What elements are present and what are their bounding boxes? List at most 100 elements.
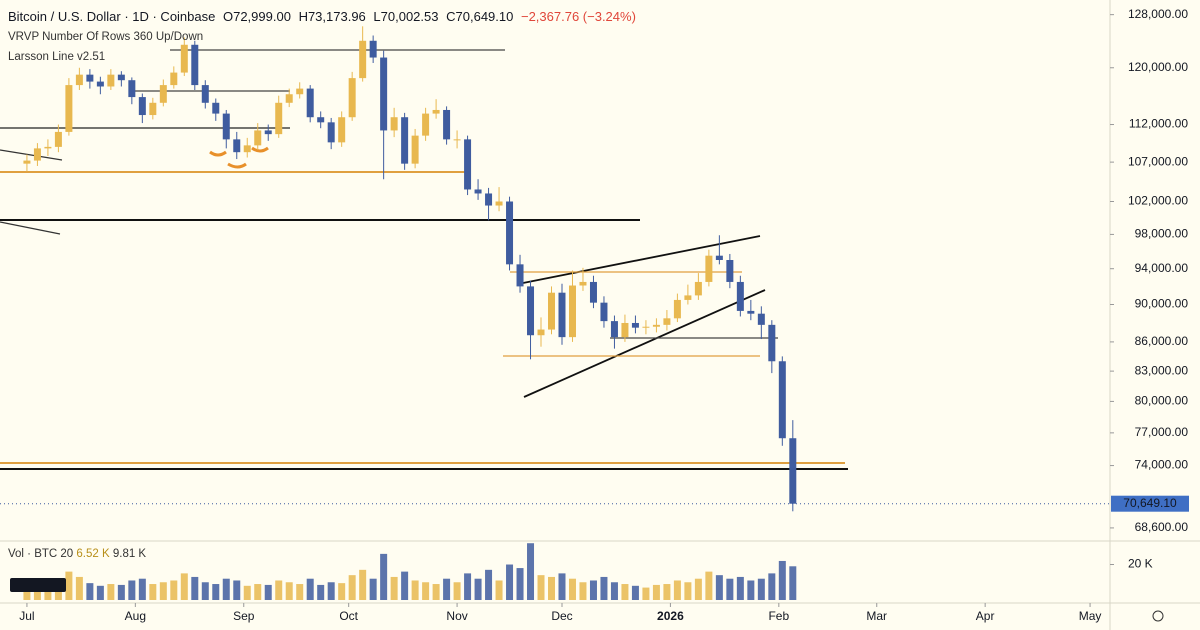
candle-body (243, 145, 251, 153)
candle-body (464, 139, 472, 190)
x-tick-label: Apr (976, 609, 995, 623)
volume-bar (443, 578, 451, 600)
x-tick-label: May (1079, 609, 1102, 623)
x-tick-label: Aug (125, 609, 146, 623)
x-tick-label: Mar (866, 609, 887, 623)
y-tick-label: 20 K (1128, 557, 1153, 571)
volume-bar (96, 585, 104, 600)
candle-body (673, 299, 681, 319)
volume-bar (359, 569, 367, 600)
candle-body (589, 281, 597, 303)
x-tick-label: Sep (233, 609, 255, 623)
candle-body (149, 102, 157, 116)
candle-body (306, 88, 314, 118)
y-tick-label: 83,000.00 (1135, 363, 1189, 377)
volume-bar (778, 560, 786, 600)
candle-body (527, 286, 535, 336)
candle-body (380, 57, 388, 131)
volume-bar (506, 564, 514, 600)
ohlc-open: O72,999.00 (222, 9, 291, 24)
candle-body (684, 295, 692, 300)
volume-bar (715, 575, 723, 600)
header: Bitcoin / U.S. Dollar · 1D · Coinbase O7… (8, 9, 640, 24)
volume-bar (579, 582, 587, 600)
candle-body (443, 109, 451, 140)
candle-body (516, 264, 524, 287)
volume-bar (128, 580, 136, 600)
y-tick-label: 77,000.00 (1135, 425, 1189, 439)
y-tick-label: 112,000.00 (1129, 117, 1188, 131)
y-tick-label: 98,000.00 (1135, 227, 1189, 241)
volume-value: 6.52 K (76, 548, 110, 560)
volume-bar (789, 566, 797, 600)
y-tick-label: 120,000.00 (1128, 60, 1188, 74)
candle-body (715, 255, 723, 260)
volume-bar (464, 573, 472, 600)
volume-bar (768, 573, 776, 600)
volume-bar (747, 580, 755, 600)
candle-body (254, 130, 262, 146)
candle-body (86, 74, 94, 82)
settings-icon[interactable] (1152, 610, 1164, 622)
candle-body (390, 117, 398, 131)
candle-body (726, 259, 734, 282)
volume-bar (642, 587, 650, 600)
volume-bar (621, 584, 629, 600)
candle-body (201, 85, 209, 103)
candle-body (736, 281, 744, 311)
candle-body (138, 97, 146, 116)
volume-bar (117, 584, 125, 600)
volume-bar (453, 582, 461, 600)
volume-bar (485, 569, 493, 600)
drawing-line (0, 221, 61, 235)
volume-bar (33, 584, 41, 600)
candle-body (222, 113, 230, 140)
volume-bar (65, 571, 73, 600)
volume-bar (705, 571, 713, 600)
candle-body (96, 81, 104, 87)
candle-body (23, 160, 31, 164)
x-tick-label: Feb (768, 609, 789, 623)
volume-bar (516, 568, 524, 600)
change: −2,367.76 (−3.24%) (520, 9, 636, 24)
volume-bar (401, 571, 409, 600)
volume-bar (369, 578, 377, 600)
volume-bar (380, 553, 388, 600)
candle-body (128, 80, 136, 98)
volume-value: 9.81 K (112, 548, 147, 560)
volume-legend: Vol · BTC 20 6.52 K 9.81 K (8, 548, 146, 560)
volume-bar (233, 580, 241, 600)
candle-body (768, 324, 776, 362)
volume-bar (548, 576, 556, 600)
logo (10, 578, 66, 592)
candle-body (159, 85, 167, 103)
indicator: VRVP Number Of Rows 360 Up/Down (8, 31, 204, 43)
volume-bar (180, 573, 188, 600)
candle-body (453, 139, 461, 141)
volume-bar (149, 584, 157, 600)
volume-bar (296, 584, 304, 600)
candle-body (747, 310, 755, 314)
y-tick-label: 107,000.00 (1128, 154, 1188, 168)
candle-body (348, 78, 356, 118)
drawings (0, 49, 848, 470)
candle-body (317, 117, 325, 123)
candle-body (180, 44, 188, 73)
candle-body (558, 292, 566, 338)
candle-body (485, 193, 493, 206)
candle-body (642, 326, 650, 328)
volume-bar (474, 578, 482, 600)
volume-bar (610, 582, 618, 600)
candle-body (296, 88, 304, 95)
indicator: Larsson Line v2.51 (8, 51, 106, 63)
volume-bar (138, 578, 146, 600)
volume-bar (726, 578, 734, 600)
candle-body (663, 318, 671, 325)
candle-body (600, 302, 608, 322)
candle-body (170, 72, 178, 86)
x-tick-label: Nov (446, 609, 467, 623)
volume-bar (631, 585, 639, 600)
volume-bar (589, 580, 597, 600)
